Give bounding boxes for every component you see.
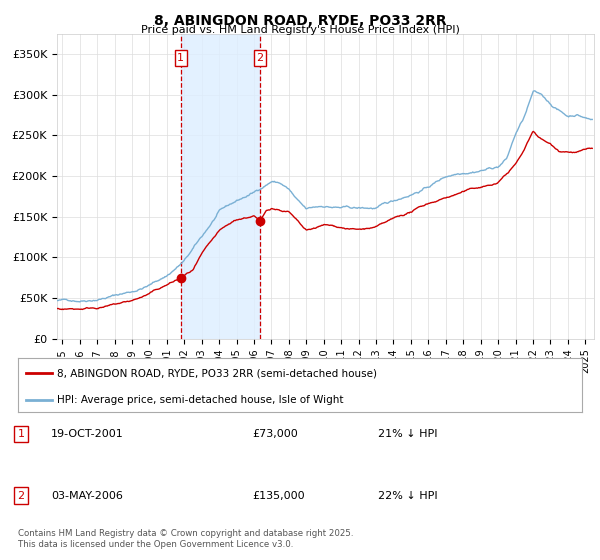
Text: 03-MAY-2006: 03-MAY-2006 [51, 491, 123, 501]
Bar [181, 34, 260, 339]
Text: 1: 1 [17, 429, 25, 439]
Text: Price paid vs. HM Land Registry's House Price Index (HPI): Price paid vs. HM Land Registry's House … [140, 25, 460, 35]
Text: HPI: Average price, semi-detached house, Isle of Wight: HPI: Average price, semi-detached house,… [58, 395, 344, 405]
Text: 8, ABINGDON ROAD, RYDE, PO33 2RR: 8, ABINGDON ROAD, RYDE, PO33 2RR [154, 14, 446, 28]
Text: £73,000: £73,000 [252, 429, 298, 439]
Text: 22% ↓ HPI: 22% ↓ HPI [378, 491, 437, 501]
Text: 2: 2 [257, 53, 263, 63]
Text: 21% ↓ HPI: 21% ↓ HPI [378, 429, 437, 439]
Text: 2: 2 [17, 491, 25, 501]
Text: Contains HM Land Registry data © Crown copyright and database right 2025.
This d: Contains HM Land Registry data © Crown c… [18, 529, 353, 549]
Text: £135,000: £135,000 [252, 491, 305, 501]
Text: 1: 1 [177, 53, 184, 63]
Text: 8, ABINGDON ROAD, RYDE, PO33 2RR (semi-detached house): 8, ABINGDON ROAD, RYDE, PO33 2RR (semi-d… [58, 368, 377, 379]
Text: 19-OCT-2001: 19-OCT-2001 [51, 429, 124, 439]
